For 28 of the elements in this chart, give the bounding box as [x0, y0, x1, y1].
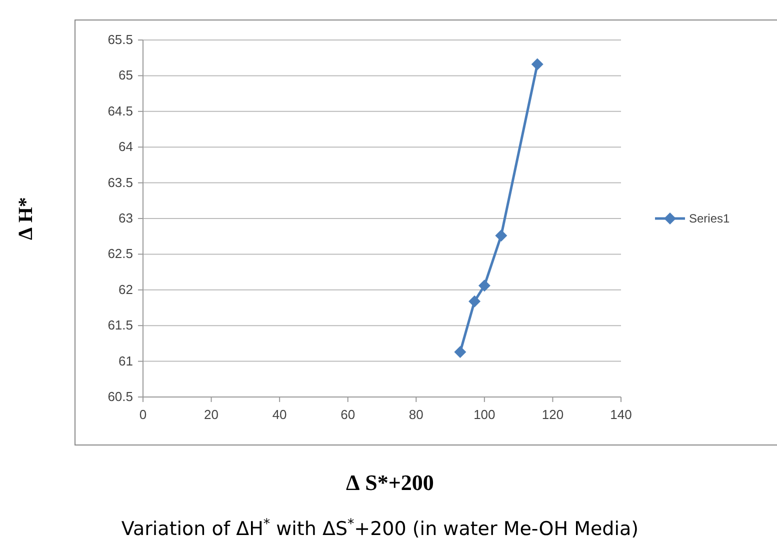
y-tick-label: 65.5 — [108, 32, 133, 47]
y-tick-label: 60.5 — [108, 389, 133, 404]
y-tick-label: 61 — [118, 353, 133, 368]
x-tick-label: 120 — [542, 407, 564, 422]
text: Variation of ΔH$^{*}$ with ΔS$^{*}$+200 (in water Me-OH Media) — [121, 516, 639, 540]
x-tick-label: 140 — [610, 407, 632, 422]
y-axis-title: ∆ H* — [15, 197, 37, 240]
x-axis-title: ∆ S*+200 — [346, 470, 434, 495]
point — [468, 295, 481, 308]
x-tick-label: 80 — [408, 407, 424, 422]
x-tick-label: 0 — [139, 407, 147, 422]
y-tick-label: 65 — [118, 68, 133, 83]
y-tick-label: 63.5 — [108, 174, 133, 190]
y-tick-label: 64.5 — [108, 103, 133, 118]
point — [531, 58, 544, 70]
point — [495, 230, 508, 242]
y-tick-label: 62.5 — [108, 246, 133, 262]
point — [478, 280, 490, 292]
x-tick-label: 20 — [204, 407, 219, 422]
x-tick-label: 40 — [272, 407, 287, 422]
y-tick-label: 62 — [118, 282, 133, 297]
point — [454, 346, 466, 358]
legend-label: Series1 — [689, 212, 730, 226]
x-tick-label: 60 — [340, 407, 356, 422]
x-tick-label: 100 — [474, 407, 496, 422]
y-tick-label: 61.5 — [108, 318, 133, 333]
y-tick-label: 63 — [118, 210, 133, 226]
y-tick-label: 64 — [118, 139, 133, 154]
